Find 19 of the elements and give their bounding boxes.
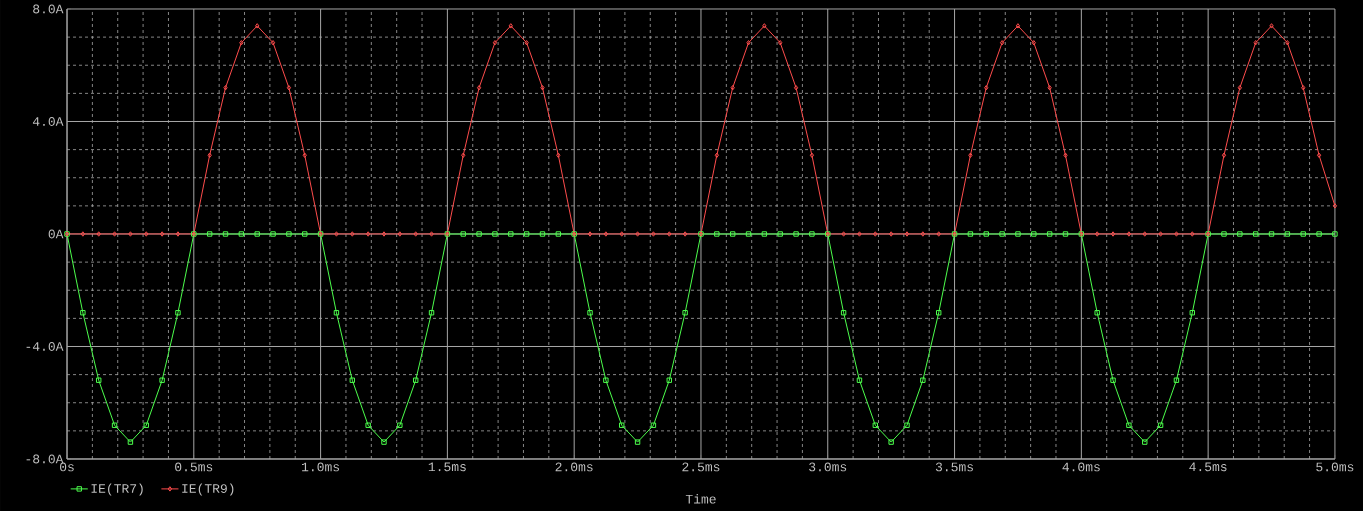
legend-label: IE(TR7) [91, 483, 143, 496]
x-axis-title: Time [685, 494, 716, 504]
x-tick-label: 0.5ms [175, 462, 213, 472]
y-tick-label: -4.0A [26, 342, 64, 351]
y-tick-label: 0A [48, 229, 64, 239]
x-tick-label: 2.0ms [555, 462, 593, 472]
x-tick-label: 1.5ms [428, 462, 466, 472]
x-tick-label: 0s [60, 462, 74, 472]
x-tick-label: 5.0ms [1316, 462, 1354, 472]
x-tick-label: 4.0ms [1062, 462, 1100, 472]
legend-label: IE(TR9) [182, 483, 234, 496]
x-tick-label: 3.0ms [809, 462, 847, 472]
x-tick-label: 2.5ms [682, 462, 720, 472]
y-tick-label: 4.0A [32, 117, 64, 126]
x-tick-label: 3.5ms [935, 462, 973, 472]
x-tick-label: 1.0ms [302, 462, 340, 472]
y-tick-label: -8.0A [26, 454, 64, 464]
y-tick-label: 8.0A [33, 4, 64, 14]
x-tick-label: 4.5ms [1189, 462, 1227, 472]
